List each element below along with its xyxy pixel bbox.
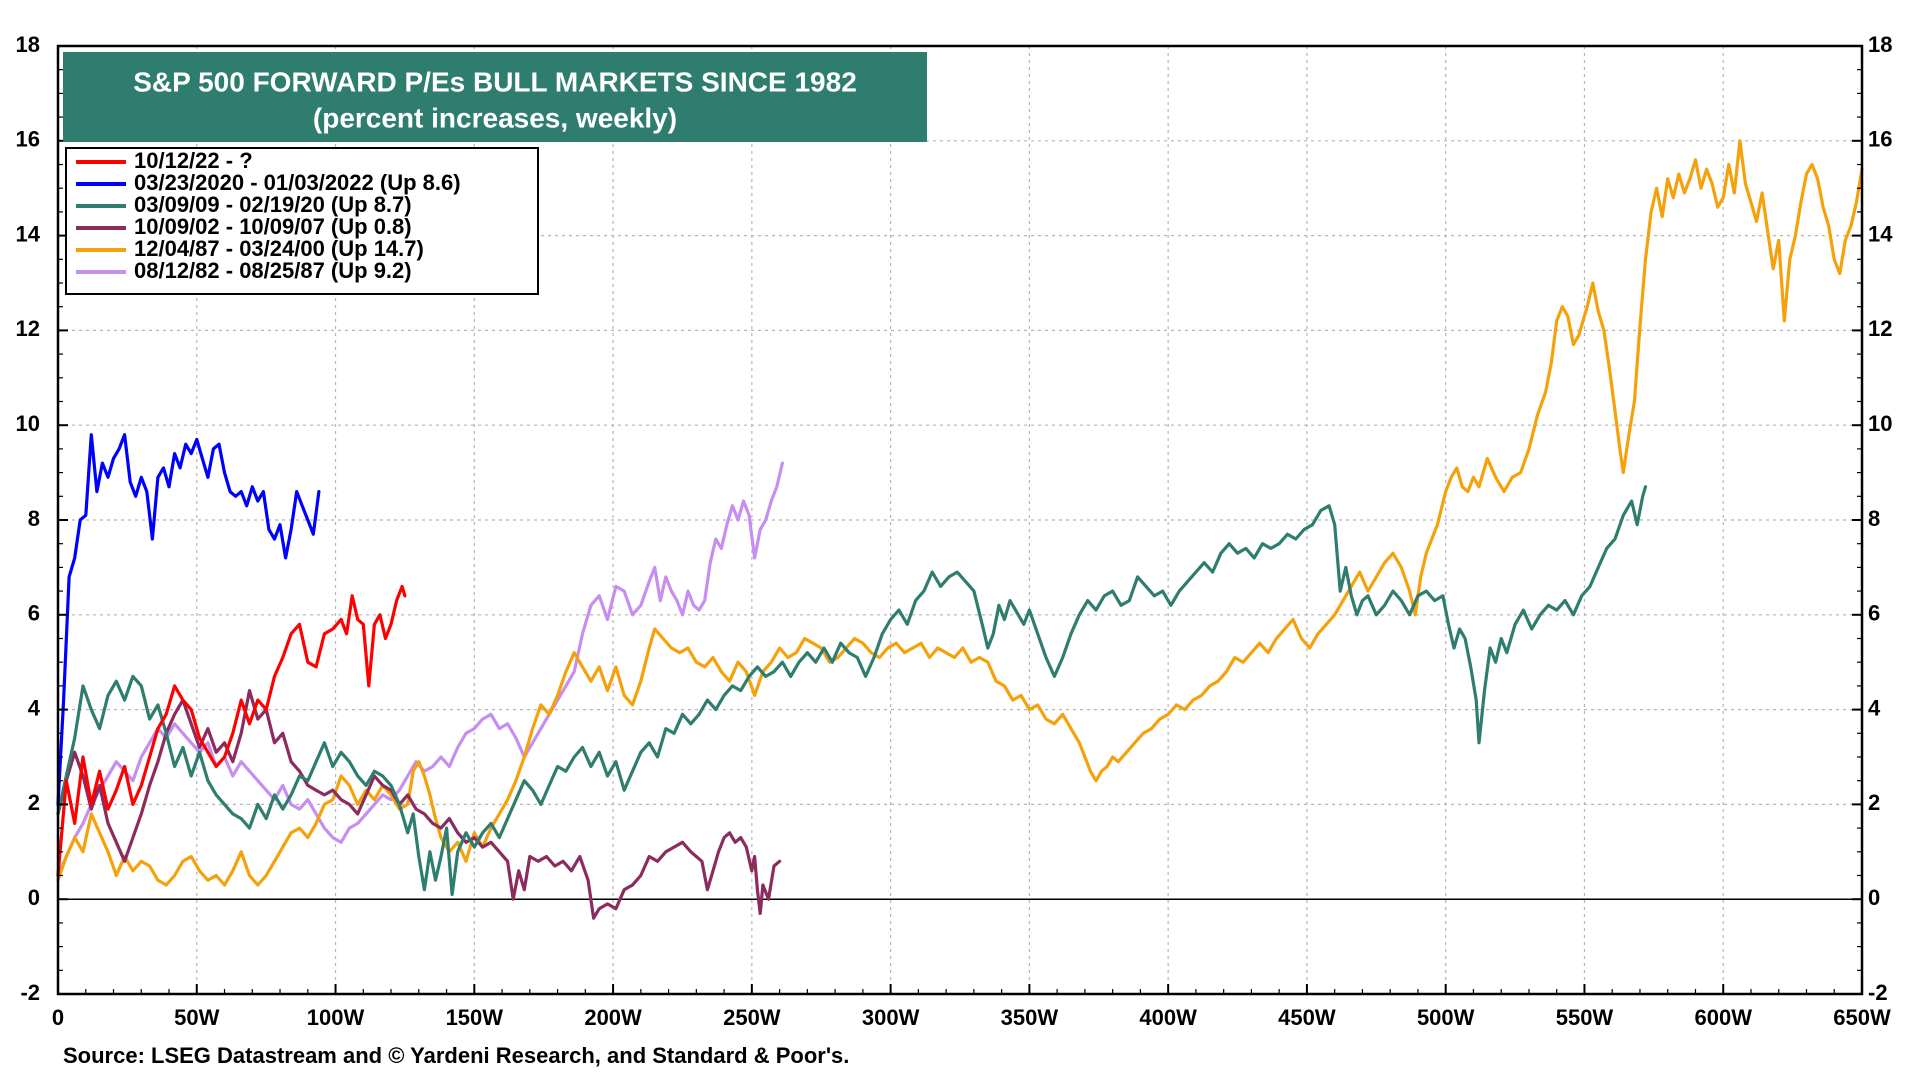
x-tick-label: 100W [307,1005,365,1030]
x-tick-label: 350W [1001,1005,1059,1030]
y-tick-label-right: 14 [1868,221,1893,246]
series-line [56,689,782,920]
legend-label: 12/04/87 - 03/24/00 (Up 14.7) [134,236,424,261]
y-tick-label-right: 10 [1868,411,1892,436]
y-tick-label-right: 4 [1868,695,1881,720]
y-tick-label-right: 8 [1868,506,1880,531]
series-layer [56,139,1864,920]
legend-label: 03/23/2020 - 01/03/2022 (Up 8.6) [134,170,461,195]
x-tick-label: 200W [584,1005,642,1030]
y-tick-label-right: 18 [1868,32,1892,57]
x-tick-label: 600W [1694,1005,1752,1030]
legend-label: 03/09/09 - 02/19/20 (Up 8.7) [134,192,412,217]
series-line [56,461,784,878]
legend: 10/12/22 - ?03/23/2020 - 01/03/2022 (Up … [65,147,539,295]
x-tick-label: 250W [723,1005,781,1030]
y-tick-label-left: 4 [28,695,41,720]
y-tick-label-right: 6 [1868,601,1880,626]
series-line [56,485,1648,897]
legend-label: 10/12/22 - ? [134,148,253,173]
y-tick-label-left: 0 [28,885,40,910]
y-tick-label-right: -2 [1868,980,1888,1005]
y-tick-label-left: 16 [16,127,40,152]
legend-label: 08/12/82 - 08/25/87 (Up 9.2) [134,258,412,283]
x-tick-label: 450W [1278,1005,1336,1030]
series-line [56,433,321,806]
x-tick-label: 500W [1417,1005,1475,1030]
y-tick-label-left: 12 [16,316,40,341]
series-line [56,139,1864,887]
chart-title: S&P 500 FORWARD P/Es BULL MARKETS SINCE … [133,66,857,97]
series-line [56,584,407,878]
title-background [63,52,927,142]
title-box: S&P 500 FORWARD P/Es BULL MARKETS SINCE … [63,52,927,142]
y-tick-label-left: 2 [28,790,40,815]
y-tick-label-left: 8 [28,506,40,531]
y-axis-right: -2 0 2 4 6 8 10 12 14 16 18 [1852,32,1893,1005]
x-tick-label: 550W [1556,1005,1614,1030]
chart-subtitle: (percent increases, weekly) [313,102,677,133]
y-axis-left: -2 0 2 4 6 8 10 12 14 16 18 [16,32,68,1005]
legend-label: 10/09/02 - 10/09/07 (Up 0.8) [134,214,412,239]
x-tick-label: 50W [174,1005,219,1030]
y-tick-label-right: 16 [1868,127,1892,152]
y-tick-label-left: 10 [16,411,40,436]
y-tick-label-right: 0 [1868,885,1880,910]
y-tick-label-right: 12 [1868,316,1892,341]
y-tick-label-left: 18 [16,32,40,57]
source-note: Source: LSEG Datastream and © Yardeni Re… [63,1043,849,1068]
y-tick-label-left: 14 [16,221,41,246]
y-tick-label-right: 2 [1868,790,1880,815]
legend-box [65,147,539,295]
x-tick-label: 650W [1833,1005,1891,1030]
x-axis: 0 50W 100W 150W 200W 250W 300W 350W 400W 450W 500W… [52,984,1891,1030]
x-tick-label: 0 [52,1005,64,1030]
y-tick-label-left: -2 [20,980,40,1005]
x-tick-label: 400W [1139,1005,1197,1030]
y-tick-label-left: 6 [28,601,40,626]
x-tick-label: 150W [446,1005,504,1030]
x-tick-label: 300W [862,1005,920,1030]
